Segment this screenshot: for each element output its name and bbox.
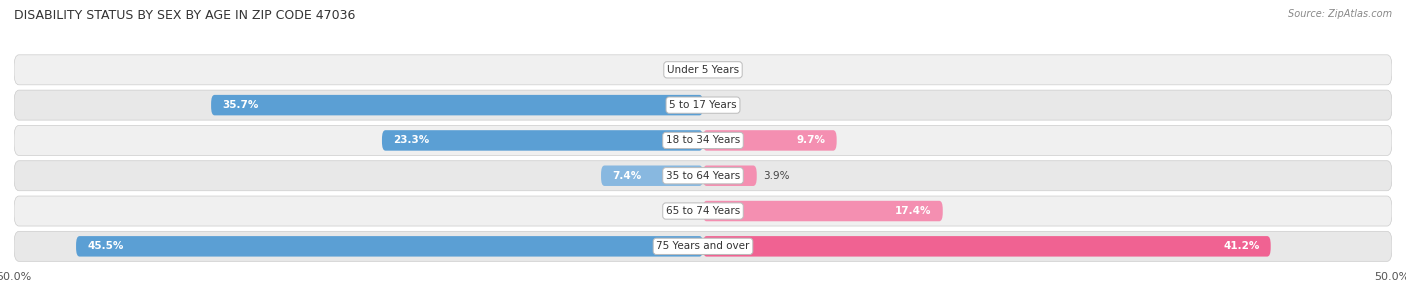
FancyBboxPatch shape: [14, 231, 1392, 261]
Text: 17.4%: 17.4%: [896, 206, 932, 216]
FancyBboxPatch shape: [14, 55, 1392, 85]
FancyBboxPatch shape: [703, 130, 837, 151]
FancyBboxPatch shape: [14, 126, 1392, 155]
Text: 23.3%: 23.3%: [392, 135, 429, 145]
FancyBboxPatch shape: [14, 90, 1392, 120]
FancyBboxPatch shape: [14, 161, 1392, 191]
FancyBboxPatch shape: [14, 196, 1392, 226]
Text: DISABILITY STATUS BY SEX BY AGE IN ZIP CODE 47036: DISABILITY STATUS BY SEX BY AGE IN ZIP C…: [14, 9, 356, 22]
Text: 3.9%: 3.9%: [763, 171, 790, 181]
FancyBboxPatch shape: [703, 165, 756, 186]
Text: Source: ZipAtlas.com: Source: ZipAtlas.com: [1288, 9, 1392, 19]
Text: Under 5 Years: Under 5 Years: [666, 65, 740, 75]
Text: 0.0%: 0.0%: [710, 65, 737, 75]
Text: 5 to 17 Years: 5 to 17 Years: [669, 100, 737, 110]
FancyBboxPatch shape: [211, 95, 703, 115]
Text: 18 to 34 Years: 18 to 34 Years: [666, 135, 740, 145]
Text: 35.7%: 35.7%: [222, 100, 259, 110]
Text: 9.7%: 9.7%: [797, 135, 825, 145]
FancyBboxPatch shape: [703, 236, 1271, 257]
Text: 75 Years and over: 75 Years and over: [657, 241, 749, 251]
Text: 35 to 64 Years: 35 to 64 Years: [666, 171, 740, 181]
FancyBboxPatch shape: [382, 130, 703, 151]
Text: 0.0%: 0.0%: [669, 65, 696, 75]
FancyBboxPatch shape: [76, 236, 703, 257]
Text: 0.0%: 0.0%: [710, 100, 737, 110]
Text: 0.0%: 0.0%: [669, 206, 696, 216]
Text: 41.2%: 41.2%: [1223, 241, 1260, 251]
Text: 65 to 74 Years: 65 to 74 Years: [666, 206, 740, 216]
FancyBboxPatch shape: [703, 201, 943, 221]
Text: 45.5%: 45.5%: [87, 241, 124, 251]
FancyBboxPatch shape: [600, 165, 703, 186]
Text: 7.4%: 7.4%: [612, 171, 641, 181]
